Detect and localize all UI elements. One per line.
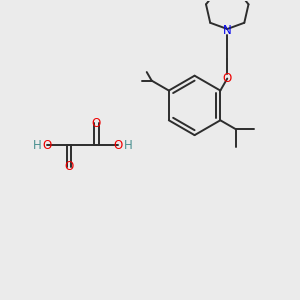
Text: O: O (92, 117, 101, 130)
Text: H: H (124, 139, 133, 152)
Text: H: H (33, 139, 41, 152)
Text: O: O (223, 72, 232, 85)
Text: O: O (64, 160, 74, 173)
Text: O: O (42, 139, 52, 152)
Text: N: N (223, 25, 232, 38)
Text: O: O (114, 139, 123, 152)
